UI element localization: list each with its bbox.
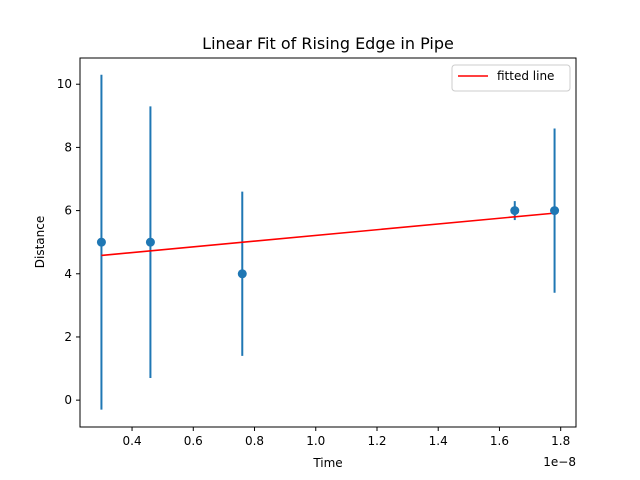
x-tick-label: 0.6 [184,434,203,448]
y-tick-label: 6 [64,204,72,218]
x-axis: 0.4 0.6 0.8 1.0 1.2 1.4 1.6 1.8 [123,427,570,448]
legend-label: fitted line [497,69,554,83]
x-axis-label: Time [312,456,342,470]
x-offset-label: 1e−8 [543,455,576,469]
y-tick-label: 2 [64,330,72,344]
fitted-line-group [101,212,555,257]
x-tick-label: 0.8 [245,434,264,448]
data-point [237,269,247,279]
x-tick-label: 1.6 [490,434,509,448]
legend-box [451,64,571,92]
data-point [96,237,106,247]
chart-title: Linear Fit of Rising Edge in Pipe [202,34,454,53]
data-point [510,206,520,216]
y-axis-label: Distance [33,216,47,268]
x-tick-label: 1.4 [429,434,448,448]
y-tick-label: 4 [64,267,72,281]
legend: fitted line [451,64,571,92]
y-tick-label: 10 [57,77,72,91]
fitted-line [101,212,555,257]
data-points [96,206,560,279]
x-tick-label: 1.0 [306,434,325,448]
data-point [550,206,560,216]
x-tick-label: 1.8 [551,434,570,448]
x-tick-label: 1.2 [367,434,386,448]
y-tick-label: 0 [64,393,72,407]
x-tick-label: 0.4 [123,434,142,448]
axes-frame [79,57,577,428]
y-tick-label: 8 [64,140,72,154]
y-axis: 0 2 4 6 8 10 [57,77,80,407]
data-point [145,237,155,247]
